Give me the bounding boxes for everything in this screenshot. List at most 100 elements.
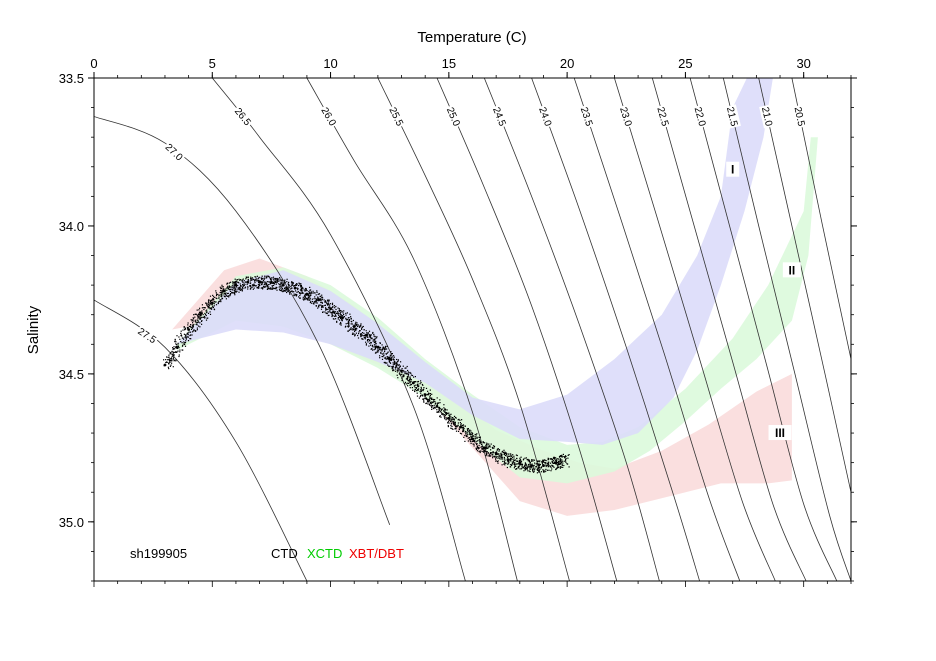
ctd-point	[432, 401, 434, 403]
ctd-point	[444, 414, 446, 416]
ctd-point	[201, 316, 203, 318]
ctd-point	[524, 463, 526, 465]
cruise-id-label: sh199905	[130, 546, 187, 561]
ctd-point	[226, 287, 228, 289]
ctd-point	[300, 284, 302, 286]
ctd-point	[365, 343, 367, 345]
ctd-point	[175, 345, 179, 349]
ctd-point	[272, 288, 274, 290]
ctd-point	[544, 459, 546, 461]
ctd-point	[542, 459, 545, 461]
ctd-point	[385, 345, 387, 347]
ctd-point	[471, 435, 473, 437]
ctd-point	[553, 456, 555, 458]
ctd-point	[561, 454, 563, 456]
ctd-point	[377, 349, 379, 351]
ctd-point	[328, 304, 330, 306]
ctd-point	[199, 326, 201, 328]
ctd-point	[396, 374, 398, 376]
ctd-point	[450, 427, 452, 429]
ctd-point	[417, 381, 419, 383]
y-tick-label: 35.0	[59, 515, 84, 530]
ctd-point	[327, 304, 329, 306]
ctd-point	[355, 329, 357, 331]
ctd-point	[523, 458, 525, 460]
ctd-point	[270, 279, 272, 281]
ctd-point	[359, 330, 361, 332]
ctd-point	[390, 359, 392, 361]
ctd-point	[545, 462, 547, 464]
ctd-point	[411, 374, 414, 377]
ctd-point	[567, 454, 569, 456]
ctd-point	[222, 288, 225, 290]
isopycnal-label-bg	[536, 104, 556, 129]
ctd-point	[193, 329, 195, 331]
ctd-point	[355, 324, 357, 326]
ctd-point	[334, 311, 336, 313]
ctd-point	[277, 278, 279, 281]
ctd-point	[307, 296, 309, 299]
ctd-point	[431, 401, 433, 403]
ctd-point	[551, 458, 553, 460]
ctd-point	[510, 460, 512, 462]
ctd-point	[558, 460, 560, 462]
ctd-point	[239, 289, 241, 291]
ctd-point	[508, 455, 510, 457]
ctd-point	[324, 311, 326, 313]
ctd-point	[318, 293, 321, 295]
ctd-point	[443, 409, 445, 411]
ctd-point	[230, 288, 232, 290]
ctd-point	[384, 346, 387, 348]
ctd-point	[172, 358, 174, 360]
ctd-point	[179, 351, 181, 353]
ctd-point	[467, 429, 469, 431]
ctd-point	[263, 286, 265, 288]
ctd-point	[226, 289, 228, 291]
ctd-point	[339, 323, 341, 325]
ctd-point	[394, 362, 396, 364]
ctd-point	[528, 465, 530, 467]
ctd-point	[513, 467, 515, 469]
ctd-point	[395, 363, 397, 365]
ctd-point	[542, 464, 545, 467]
ctd-point	[450, 416, 452, 418]
ctd-point	[309, 291, 311, 293]
ctd-point	[461, 419, 463, 421]
ctd-point	[429, 393, 431, 395]
ctd-point	[443, 407, 445, 409]
ctd-point	[505, 462, 507, 464]
ctd-point	[191, 320, 193, 322]
ctd-point	[521, 467, 523, 469]
ctd-point	[271, 277, 273, 279]
ctd-point	[273, 281, 275, 283]
ctd-point	[283, 290, 285, 292]
ctd-point	[501, 464, 503, 466]
ctd-point	[514, 463, 516, 465]
ctd-point	[197, 317, 199, 319]
ctd-point	[254, 276, 256, 278]
ctd-point	[454, 416, 457, 419]
ctd-point	[185, 335, 187, 337]
ctd-point	[546, 469, 549, 471]
ctd-point	[170, 357, 173, 359]
ctd-point	[235, 289, 237, 291]
ctd-point	[419, 396, 421, 398]
ctd-point	[316, 291, 318, 293]
ctd-point	[375, 337, 378, 339]
ctd-point	[557, 464, 559, 466]
ctd-point	[265, 281, 267, 283]
ctd-point	[266, 285, 269, 287]
ctd-point	[209, 311, 211, 313]
ctd-point	[404, 367, 406, 369]
ctd-point	[300, 286, 302, 288]
ctd-point	[233, 286, 235, 288]
ctd-point	[230, 293, 232, 295]
isopycnal-label-22-5: 22.5	[654, 106, 670, 128]
ctd-point	[538, 471, 540, 473]
ctd-point	[312, 300, 314, 303]
ctd-point	[262, 287, 264, 289]
ctd-point	[457, 424, 459, 426]
ctd-point	[175, 351, 177, 353]
ctd-point	[191, 326, 193, 328]
ctd-point	[452, 418, 454, 421]
